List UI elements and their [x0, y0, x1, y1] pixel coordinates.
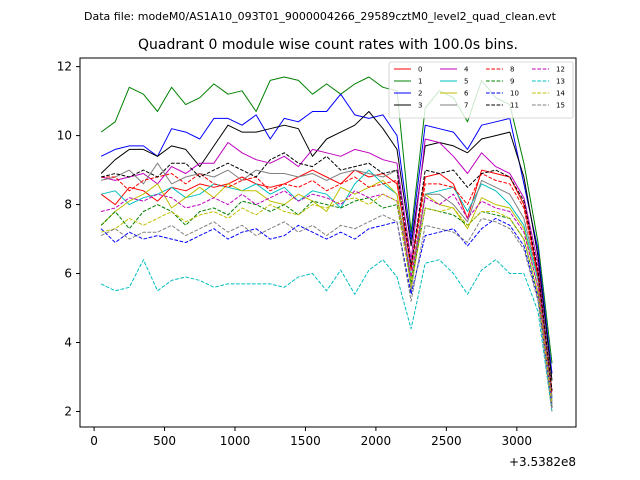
series-line-15 [100, 214, 553, 412]
legend-label-1: 1 [418, 78, 422, 86]
legend-box [388, 61, 574, 119]
chart-suptitle: Data file: modeM0/AS1A10_093T01_90000042… [84, 10, 557, 23]
legend-label-3: 3 [418, 102, 422, 110]
x-offset-label: +3.5382e8 [509, 455, 576, 469]
series-line-6 [100, 179, 553, 402]
legend-label-2: 2 [418, 90, 422, 98]
legend-label-0: 0 [418, 66, 422, 74]
x-tick-label: 1000 [220, 434, 251, 448]
x-tick-label: 2500 [431, 434, 462, 448]
series-line-2 [100, 93, 553, 374]
chart-title: Quadrant 0 module wise count rates with … [138, 37, 518, 53]
y-tick-label: 8 [64, 198, 72, 212]
legend-label-12: 12 [556, 66, 565, 74]
y-tick-label: 4 [64, 336, 72, 350]
x-tick-label: 2000 [361, 434, 392, 448]
y-tick-label: 10 [57, 129, 72, 143]
series-line-10 [100, 217, 553, 405]
legend-label-15: 15 [556, 102, 565, 110]
y-tick-label: 12 [57, 60, 72, 74]
series-line-9 [100, 197, 553, 409]
series-line-1 [100, 76, 553, 364]
y-tick-label: 6 [64, 267, 72, 281]
legend-label-6: 6 [464, 90, 469, 98]
legend-label-8: 8 [510, 66, 514, 74]
legend-label-4: 4 [464, 66, 469, 74]
series-line-13 [100, 259, 553, 412]
legend-label-7: 7 [464, 102, 468, 110]
series-line-8 [101, 173, 553, 395]
legend-label-10: 10 [510, 90, 519, 98]
series-line-3 [100, 111, 553, 381]
series-layer [100, 76, 553, 412]
x-tick-label: 0 [90, 434, 98, 448]
legend-label-11: 11 [510, 102, 519, 110]
x-tick-label: 1500 [290, 434, 321, 448]
legend-label-13: 13 [556, 78, 565, 86]
series-line-14 [100, 193, 553, 405]
x-tick-label: 3000 [502, 434, 533, 448]
series-line-4 [100, 138, 553, 398]
y-tick-label: 2 [64, 404, 72, 418]
legend-label-5: 5 [464, 78, 468, 86]
series-line-7 [100, 162, 553, 402]
series-line-0 [100, 169, 553, 391]
plot-frame [79, 57, 577, 428]
series-line-12 [100, 190, 553, 409]
legend-label-9: 9 [510, 78, 514, 86]
legend-label-14: 14 [556, 90, 565, 98]
series-line-11 [100, 152, 553, 391]
x-tick-label: 500 [153, 434, 176, 448]
